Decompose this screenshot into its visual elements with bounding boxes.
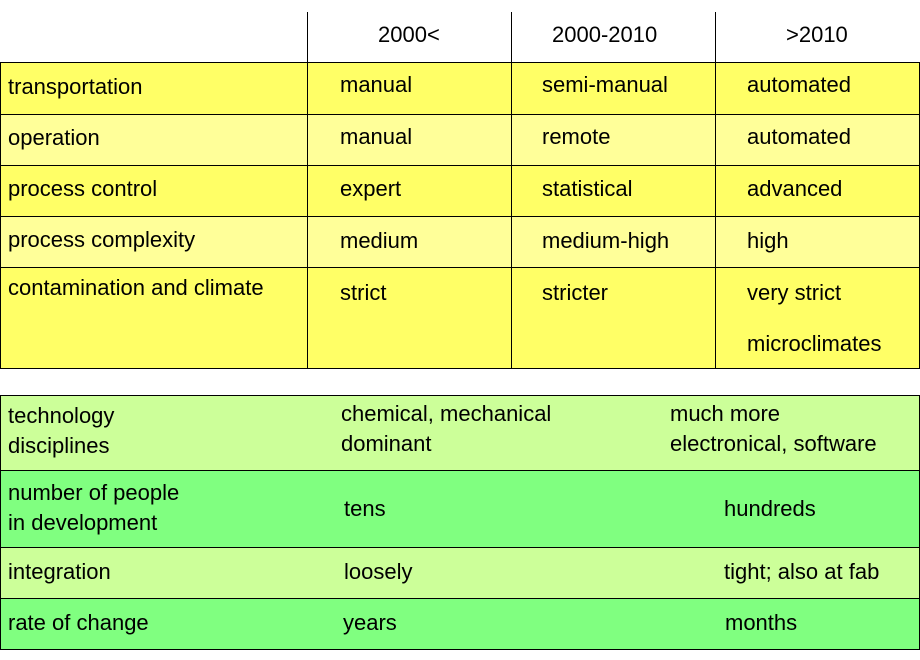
table-bottom-border <box>0 368 920 369</box>
row-label: operation <box>8 125 100 150</box>
row-label: integration <box>8 559 111 584</box>
table-cell: automated <box>747 72 851 97</box>
table-cell: tens <box>344 496 386 521</box>
row-bg-process-control <box>0 165 920 216</box>
row-bg-contamination <box>0 267 920 369</box>
table-cell: years <box>343 610 397 635</box>
column-divider <box>307 12 308 369</box>
table-cell: strict <box>340 280 387 305</box>
table-cell: expert <box>340 176 402 201</box>
row-divider <box>0 267 920 268</box>
column-header: 2000< <box>378 22 440 47</box>
row-bg-transportation <box>0 62 920 114</box>
row-label: in development <box>8 510 158 535</box>
row-label: process complexity <box>8 227 196 252</box>
table-cell: statistical <box>542 176 633 201</box>
row-label: process control <box>8 176 158 201</box>
row-bg-rate-of-change <box>0 598 920 649</box>
table-cell: manual <box>340 72 413 97</box>
table-cell: chemical, mechanical <box>341 401 552 426</box>
row-divider <box>0 165 920 166</box>
table-cell: hundreds <box>724 496 816 521</box>
table-cell: dominant <box>341 431 432 456</box>
column-header: 2000-2010 <box>552 22 658 47</box>
row-divider <box>0 598 920 599</box>
row-label: number of people <box>8 480 180 505</box>
column-header: >2010 <box>786 22 848 47</box>
table-cell: stricter <box>542 280 608 305</box>
row-divider <box>0 216 920 217</box>
table-cell: semi-manual <box>542 72 668 97</box>
table-cell: electronical, software <box>670 431 877 456</box>
row-bg-integration <box>0 547 920 598</box>
table-left-border <box>0 395 1 650</box>
table-cell: loosely <box>344 559 413 584</box>
row-divider <box>0 547 920 548</box>
table-bottom-border <box>0 649 920 650</box>
column-divider <box>715 12 716 369</box>
row-label: transportation <box>8 74 143 99</box>
row-label: rate of change <box>8 610 149 635</box>
row-label: contamination and climate <box>8 275 264 300</box>
table-cell: months <box>725 610 798 635</box>
row-bg-process-complexity <box>0 216 920 267</box>
table-cell: much more <box>670 401 781 426</box>
table-cell: automated <box>747 124 851 149</box>
row-divider <box>0 114 920 115</box>
table-cell: remote <box>542 124 611 149</box>
table-left-border <box>0 62 1 369</box>
row-divider <box>0 470 920 471</box>
row-label: technology <box>8 403 115 428</box>
row-bg-operation <box>0 114 920 165</box>
table-cell: high <box>747 228 789 253</box>
row-bg-number-of-people <box>0 470 920 547</box>
table-cell: medium-high <box>542 228 670 253</box>
column-divider <box>511 12 512 369</box>
table-cell: advanced <box>747 176 843 201</box>
table-cell: manual <box>340 124 413 149</box>
table-cell: microclimates <box>747 331 882 356</box>
table-cell: medium <box>340 228 419 253</box>
row-bg-technology-disciplines <box>0 395 920 470</box>
row-label: disciplines <box>8 433 110 458</box>
row-divider <box>0 62 920 63</box>
table-cell: tight; also at fab <box>724 559 880 584</box>
table-cell: very strict <box>747 280 842 305</box>
row-divider <box>0 395 920 396</box>
